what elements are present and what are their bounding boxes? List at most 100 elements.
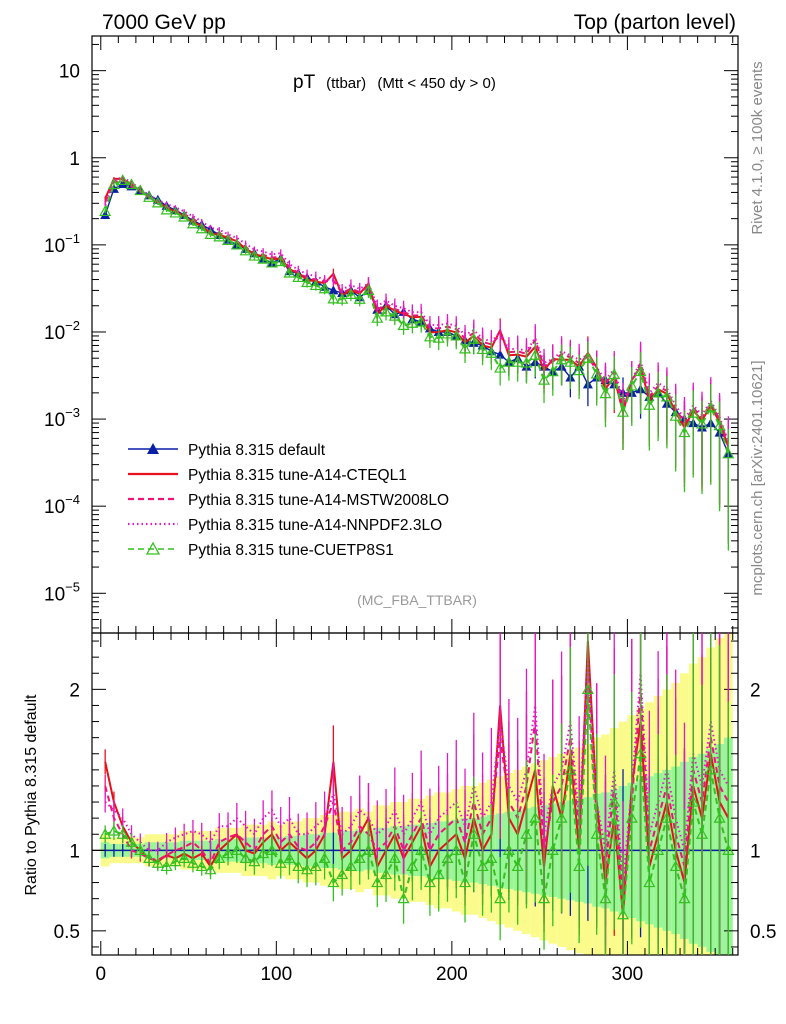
- y-tick-label: 10−4: [44, 492, 80, 518]
- data-point: [660, 390, 673, 402]
- data-point: [292, 271, 305, 283]
- series-line-ratio: [104, 689, 730, 915]
- ratio-point: [581, 683, 594, 694]
- series-cuetp8s1: [99, 174, 735, 955]
- data-point: [495, 349, 506, 359]
- ratio-point: [494, 892, 507, 904]
- ratio-point: [380, 868, 393, 880]
- data-point: [353, 293, 366, 304]
- legend-label-mstw: Pythia 8.315 tune-A14-MSTW2008LO: [188, 492, 449, 509]
- y-tick-label: 10: [59, 62, 80, 83]
- data-point: [222, 234, 235, 245]
- data-point: [538, 373, 551, 385]
- series-line-ratio: [104, 673, 730, 899]
- ratio-point: [415, 844, 428, 855]
- data-point: [406, 316, 419, 328]
- ratio-ylabel: Ratio to Pythia 8.315 default: [23, 694, 40, 896]
- data-point: [695, 417, 709, 429]
- data-point: [195, 222, 208, 234]
- title-sub: (ttbar): [326, 75, 366, 92]
- data-point: [257, 252, 270, 264]
- data-point: [336, 292, 349, 304]
- ratio-point: [511, 860, 524, 872]
- ratio-point: [186, 856, 199, 868]
- data-point: [722, 447, 735, 459]
- ratio-point: [327, 876, 340, 888]
- ratio-point: [362, 844, 375, 855]
- data-point: [143, 191, 156, 202]
- x-tick-label: 200: [436, 964, 468, 985]
- data-point: [327, 292, 340, 304]
- ratio-point: [625, 811, 638, 823]
- legend-label-default: Pythia 8.315 default: [188, 442, 326, 459]
- y-tick-label: 1: [69, 149, 80, 170]
- ratio-point: [151, 856, 164, 868]
- axes: 0 100 200 300 10 1 10−1 10−2 10−3 10−4 10−5 0.5 0.5 1…: [44, 36, 776, 985]
- ratio-point: [529, 811, 542, 823]
- ratio-tick-label: 0.5: [54, 922, 80, 943]
- data-point: [625, 379, 638, 391]
- data-point: [204, 228, 217, 239]
- ratio-point: [309, 860, 322, 872]
- data-point: [502, 355, 515, 367]
- data-point: [476, 343, 489, 355]
- data-point: [151, 196, 164, 208]
- data-point: [230, 238, 243, 250]
- ratio-point: [687, 795, 700, 807]
- ratio-point: [520, 828, 533, 839]
- data-point: [117, 178, 128, 188]
- ratio-point: [371, 876, 384, 888]
- data-point: [301, 276, 314, 288]
- ratio-point: [564, 763, 577, 775]
- ratio-point: [634, 747, 647, 759]
- data-point: [678, 426, 691, 438]
- ratio-point: [555, 811, 568, 823]
- y-tick-label: 10−1: [44, 231, 80, 257]
- ratio-point: [423, 876, 436, 888]
- ratio-point: [336, 868, 349, 880]
- data-point: [546, 365, 559, 377]
- ratio-point: [669, 860, 682, 872]
- ratio-point: [546, 844, 559, 855]
- ratio-point: [344, 860, 357, 872]
- legend-label-cuetp8s1: Pythia 8.315 tune-CUETP8S1: [188, 542, 394, 559]
- data-point: [669, 409, 682, 421]
- ratio-point: [608, 795, 621, 807]
- data-point: [652, 386, 665, 398]
- ratio-point: [643, 876, 656, 888]
- series-line-main: [104, 179, 730, 454]
- data-point: [529, 349, 542, 360]
- data-point: [344, 288, 357, 300]
- x-tick-label: 100: [260, 964, 292, 985]
- ratio-point: [397, 892, 410, 904]
- data-point: [441, 327, 454, 339]
- header-process: Top (parton level): [574, 11, 736, 34]
- legend-entry-mstw: Pythia 8.315 tune-A14-MSTW2008LO: [128, 492, 449, 509]
- ratio-point: [713, 811, 726, 823]
- data-point: [116, 174, 129, 185]
- data-point: [362, 284, 375, 296]
- data-point: [371, 311, 384, 323]
- title-cut: (Mtt < 450 dy > 0): [377, 75, 495, 92]
- data-point: [380, 305, 393, 317]
- header-energy: 7000 GeV pp: [102, 11, 226, 34]
- ratio-point: [116, 828, 129, 839]
- ratio-panel-frame: [91, 632, 739, 956]
- data-point: [397, 319, 410, 330]
- data-point: [467, 333, 480, 344]
- data-point: [239, 244, 252, 256]
- data-point: [520, 356, 533, 368]
- data-point: [459, 342, 472, 354]
- data-point: [599, 387, 612, 399]
- data-point: [178, 210, 191, 222]
- ratio-point: [660, 811, 673, 823]
- ratio-point: [204, 863, 217, 875]
- data-point: [450, 329, 463, 341]
- legend-entry-cuetp8s1: Pythia 8.315 tune-CUETP8S1: [128, 541, 394, 559]
- ratio-point: [195, 860, 208, 872]
- ratio-tick-label-right: 1: [750, 841, 761, 862]
- data-point: [213, 230, 226, 242]
- ratio-point: [573, 860, 586, 872]
- ratio-point: [292, 860, 305, 872]
- title-main: pT: [293, 72, 316, 93]
